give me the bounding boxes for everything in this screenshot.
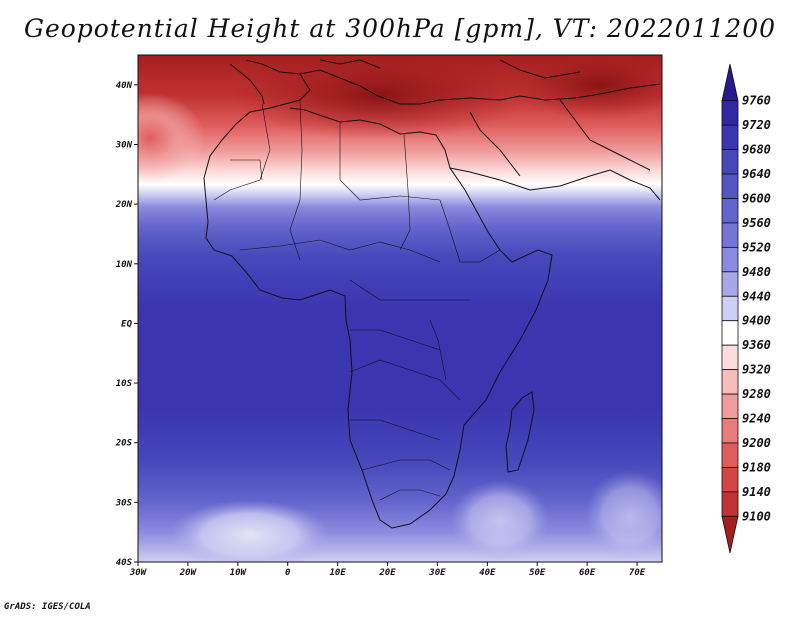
colorbar-label: 9100 — [742, 509, 771, 523]
colorbar-swatch — [721, 442, 739, 468]
colorbar-label: 9400 — [742, 314, 771, 328]
colorbar-swatch — [721, 246, 739, 273]
lon-tick-label: 10W — [230, 568, 248, 578]
colorbar-swatch — [721, 515, 739, 554]
longitude-ticks: 30W 20W 10W 0 10E 20E 30E 40E 50E 60E 70E — [129, 562, 646, 578]
colorbar-label: 9320 — [742, 363, 771, 377]
lon-tick-label: 10E — [329, 568, 346, 578]
lat-tick-label: 20N — [115, 200, 133, 210]
colorbar-swatch — [721, 320, 739, 346]
colorbar-swatch — [721, 271, 739, 297]
colorbar-swatch — [721, 467, 739, 493]
lon-tick-label: 70E — [629, 568, 646, 578]
colorbar-swatch — [721, 491, 739, 517]
lat-tick-label: 30N — [115, 140, 133, 150]
height-field — [138, 55, 662, 562]
colorbar-swatch — [721, 198, 739, 224]
country-borders — [213, 99, 501, 501]
lat-tick-label: 40S — [116, 558, 133, 568]
colorbar-label: 9360 — [742, 338, 771, 352]
colorbar-swatch — [721, 418, 739, 444]
coastlines — [203, 59, 661, 529]
colorbar-swatch — [721, 63, 739, 102]
colorbar-swatch — [721, 124, 739, 150]
colorbar-label: 9640 — [742, 167, 771, 181]
map-frame — [137, 54, 663, 563]
colorbar-label: 9180 — [742, 460, 771, 474]
colorbar-swatch — [721, 369, 739, 395]
colorbar-label: 9520 — [742, 240, 771, 254]
lat-tick-label: 10N — [116, 260, 133, 270]
colorbar-label: 9480 — [742, 265, 771, 279]
colorbar-swatch — [721, 100, 739, 126]
colorbar: 9760 9720 9680 9640 9600 9560 9520 9480 9440 9400… — [721, 63, 771, 554]
colorbar-swatch — [721, 149, 739, 175]
colorbar-label: 9680 — [742, 143, 771, 157]
lon-tick-label: 20E — [378, 568, 396, 578]
lat-tick-label: EQ — [121, 319, 132, 329]
colorbar-label: 9240 — [742, 412, 771, 426]
colorbar-label: 9560 — [742, 216, 771, 230]
colorbar-label: 9760 — [742, 94, 771, 108]
colorbar-swatch — [721, 173, 739, 199]
colorbar-label: 9440 — [742, 289, 771, 303]
lon-tick-label: 30W — [129, 568, 148, 578]
lon-tick-label: 50E — [529, 568, 546, 578]
lat-tick-label: 40N — [116, 81, 133, 91]
colorbar-swatch — [721, 344, 739, 371]
lon-tick-label: 20W — [179, 568, 198, 578]
lon-tick-label: 40E — [479, 568, 496, 578]
colorbar-swatch — [721, 393, 739, 419]
lat-tick-label: 20S — [115, 439, 133, 449]
lon-tick-label: 30E — [428, 568, 446, 578]
colorbar-label: 9600 — [742, 191, 771, 205]
colorbar-label: 9140 — [742, 485, 771, 499]
lon-tick-label: 0 — [285, 568, 291, 578]
colorbar-label: 9720 — [742, 118, 771, 132]
colorbar-swatch — [721, 295, 739, 322]
colorbar-swatch — [721, 222, 739, 248]
lon-tick-label: 60E — [579, 568, 596, 578]
credit-label: GrADS: IGES/COLA — [4, 602, 91, 612]
chart-title: Geopotential Height at 300hPa [gpm], VT:… — [23, 14, 777, 43]
lat-tick-label: 10S — [116, 379, 133, 389]
lat-tick-label: 30S — [115, 498, 133, 508]
latitude-ticks: 40S 30S 20S 10S EQ 10N 20N 30N 40N — [115, 81, 138, 568]
colorbar-label: 9200 — [742, 436, 771, 450]
colorbar-label: 9280 — [742, 387, 771, 401]
